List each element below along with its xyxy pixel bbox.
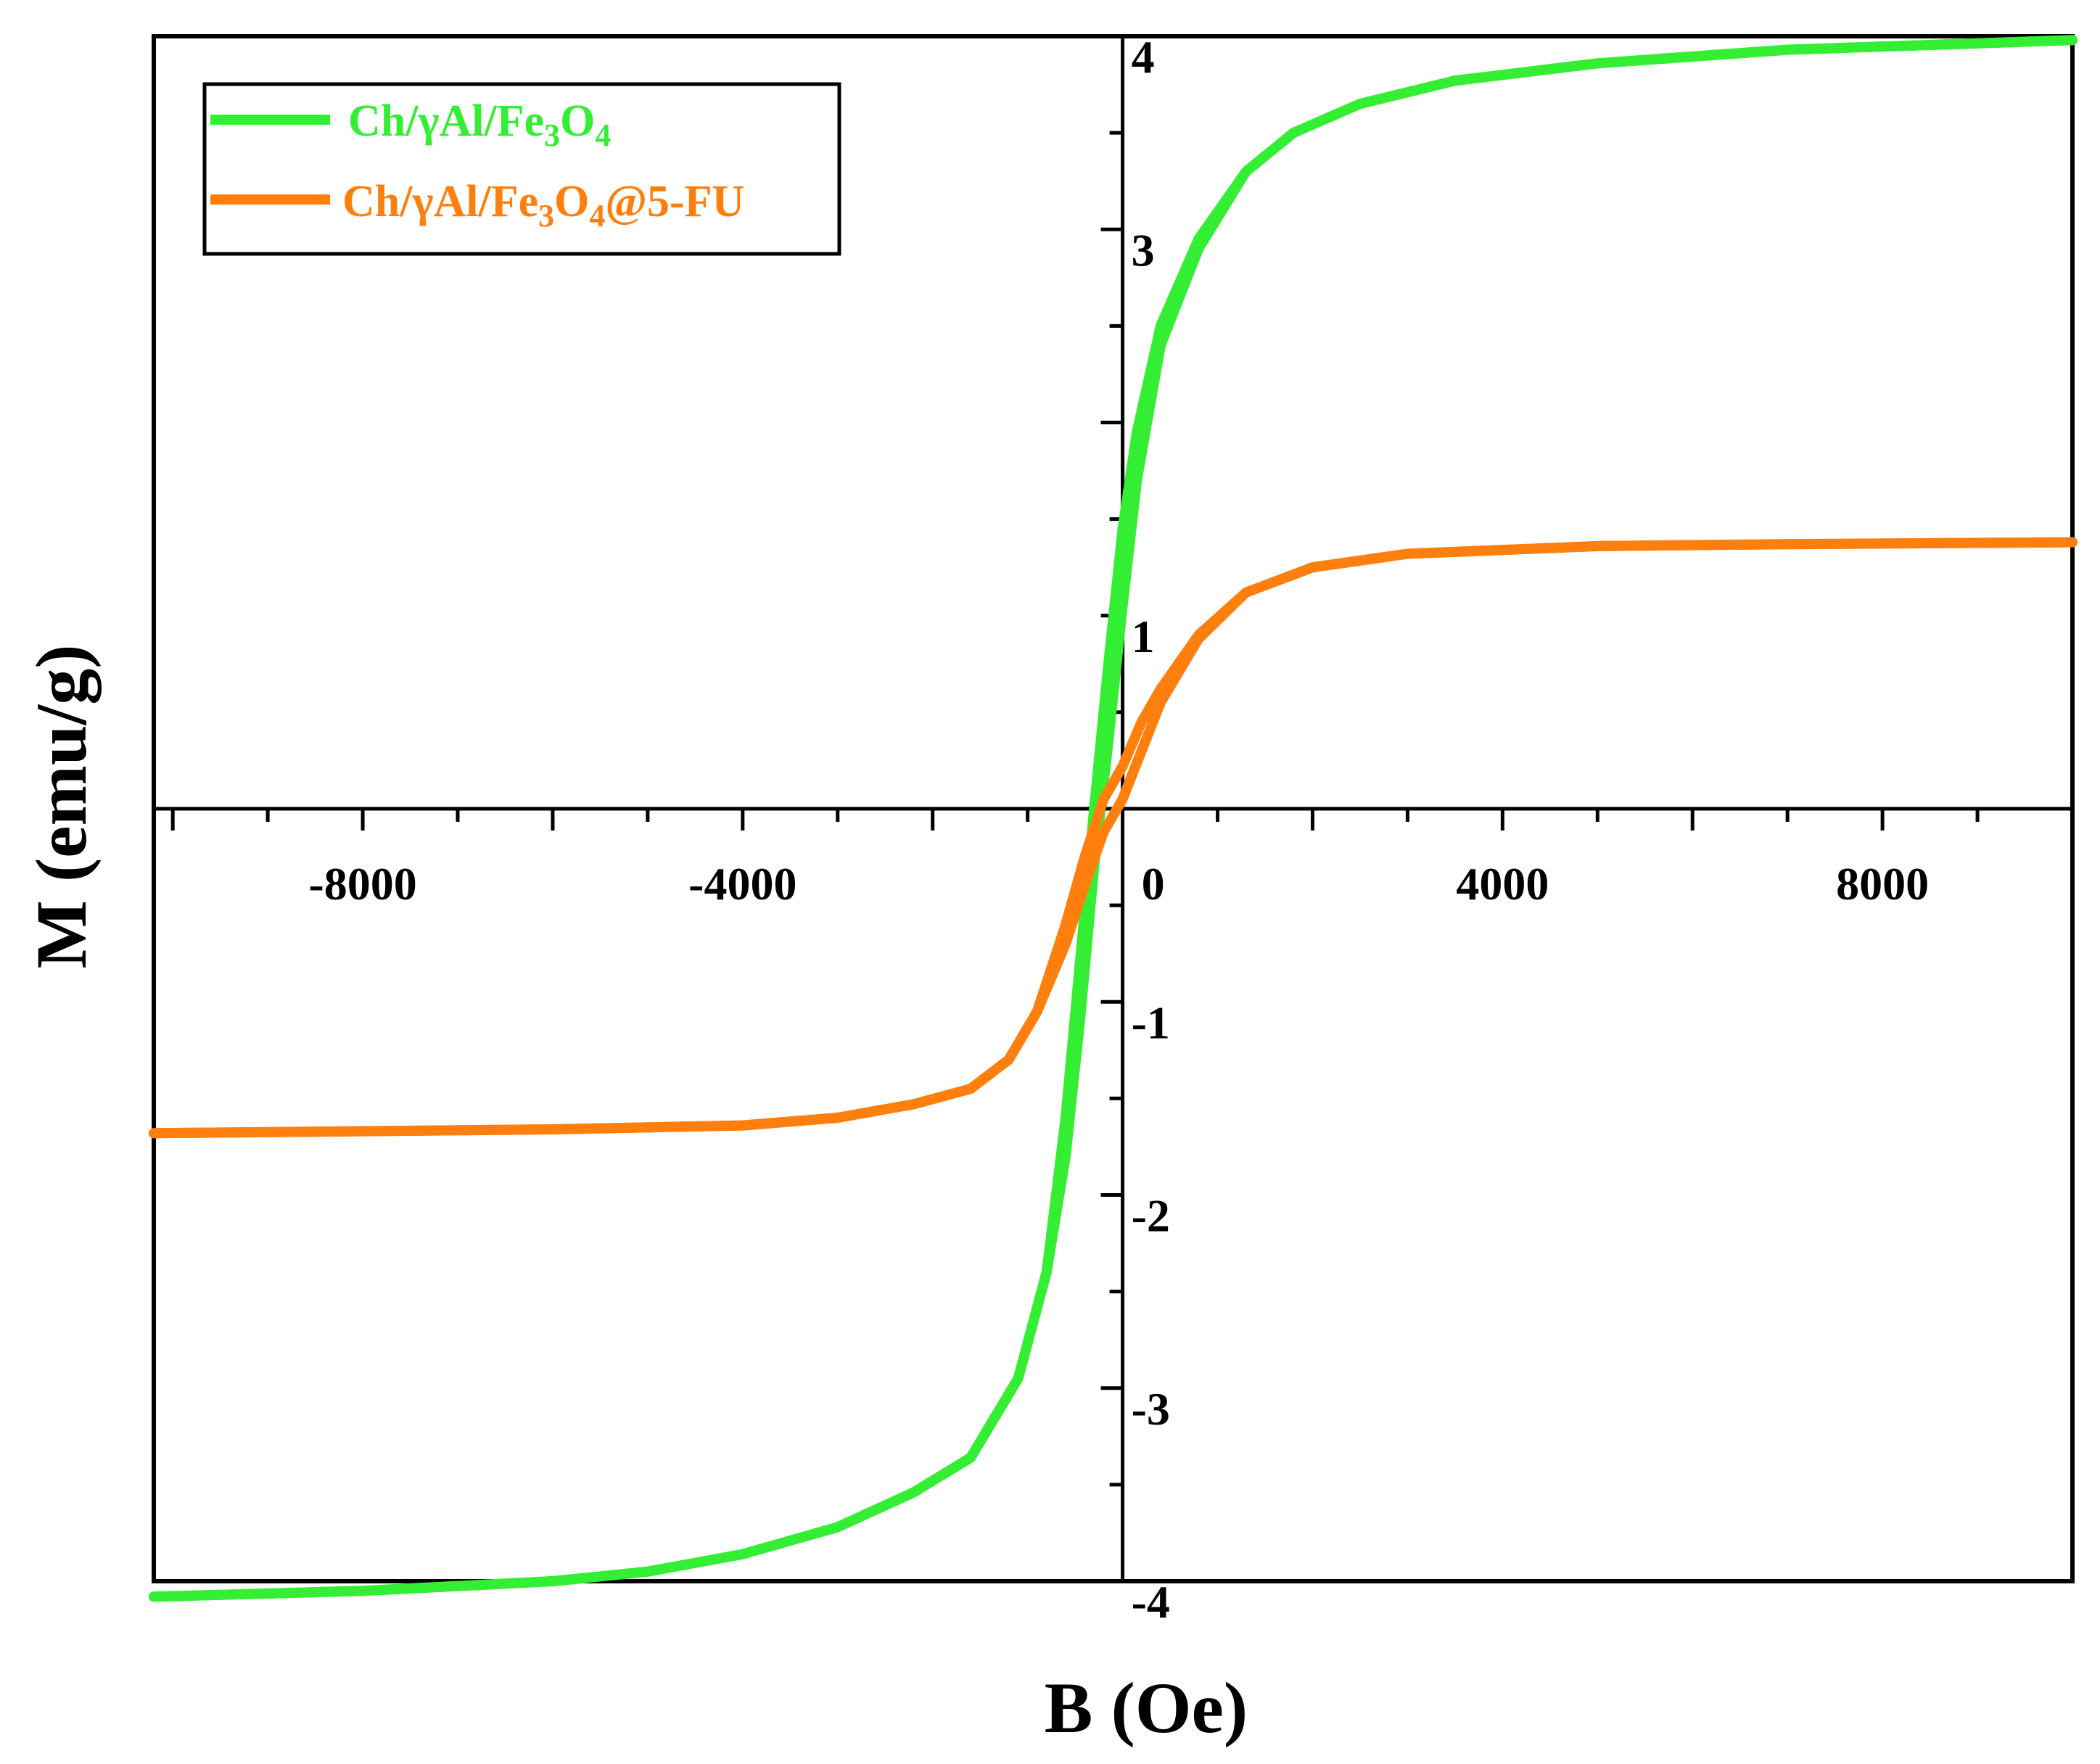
y-tick-label: -1 bbox=[1132, 997, 1170, 1048]
x-tick-label: 8000 bbox=[1836, 858, 1929, 910]
legend: Ch/γAl/Fe3O4 Ch/γAl/Fe3O4@5-FU bbox=[202, 82, 841, 256]
y-tick-label: 1 bbox=[1132, 611, 1155, 662]
legend-label-mid: O bbox=[554, 177, 589, 226]
legend-label-mid: O bbox=[560, 96, 595, 146]
y-tick-label: -2 bbox=[1132, 1190, 1170, 1242]
legend-label-series-2: Ch/γAl/Fe3O4@5-FU bbox=[342, 177, 744, 234]
legend-label-main: Ch/γAl/Fe bbox=[342, 177, 538, 226]
legend-label-subscript: 4 bbox=[589, 198, 605, 234]
y-tick-label: -4 bbox=[1132, 1576, 1170, 1628]
legend-label-tail: @5-FU bbox=[605, 177, 744, 226]
x-tick-label: -4000 bbox=[688, 858, 796, 910]
legend-label-subscript: 3 bbox=[538, 198, 554, 234]
series-group bbox=[149, 35, 2078, 1602]
x-tick-label: -8000 bbox=[308, 858, 416, 910]
x-tick-label: 0 bbox=[1142, 858, 1165, 910]
series-2-branch-2-line bbox=[149, 537, 2078, 1139]
legend-label-subscript: 4 bbox=[595, 118, 611, 153]
x-tick-label: 4000 bbox=[1456, 858, 1549, 910]
y-axis-title: M (emu/g) bbox=[21, 644, 102, 968]
y-tick-label: 3 bbox=[1132, 224, 1155, 276]
legend-label-main: Ch/γAl/Fe bbox=[348, 96, 544, 146]
legend-label-series-1: Ch/γAl/Fe3O4 bbox=[348, 96, 611, 153]
y-tick-label: -3 bbox=[1132, 1383, 1170, 1435]
x-axis-title: B (Oe) bbox=[1045, 1668, 1248, 1748]
legend-box bbox=[202, 82, 841, 256]
y-tick-label: 4 bbox=[1132, 31, 1155, 83]
legend-label-subscript: 3 bbox=[544, 118, 560, 153]
